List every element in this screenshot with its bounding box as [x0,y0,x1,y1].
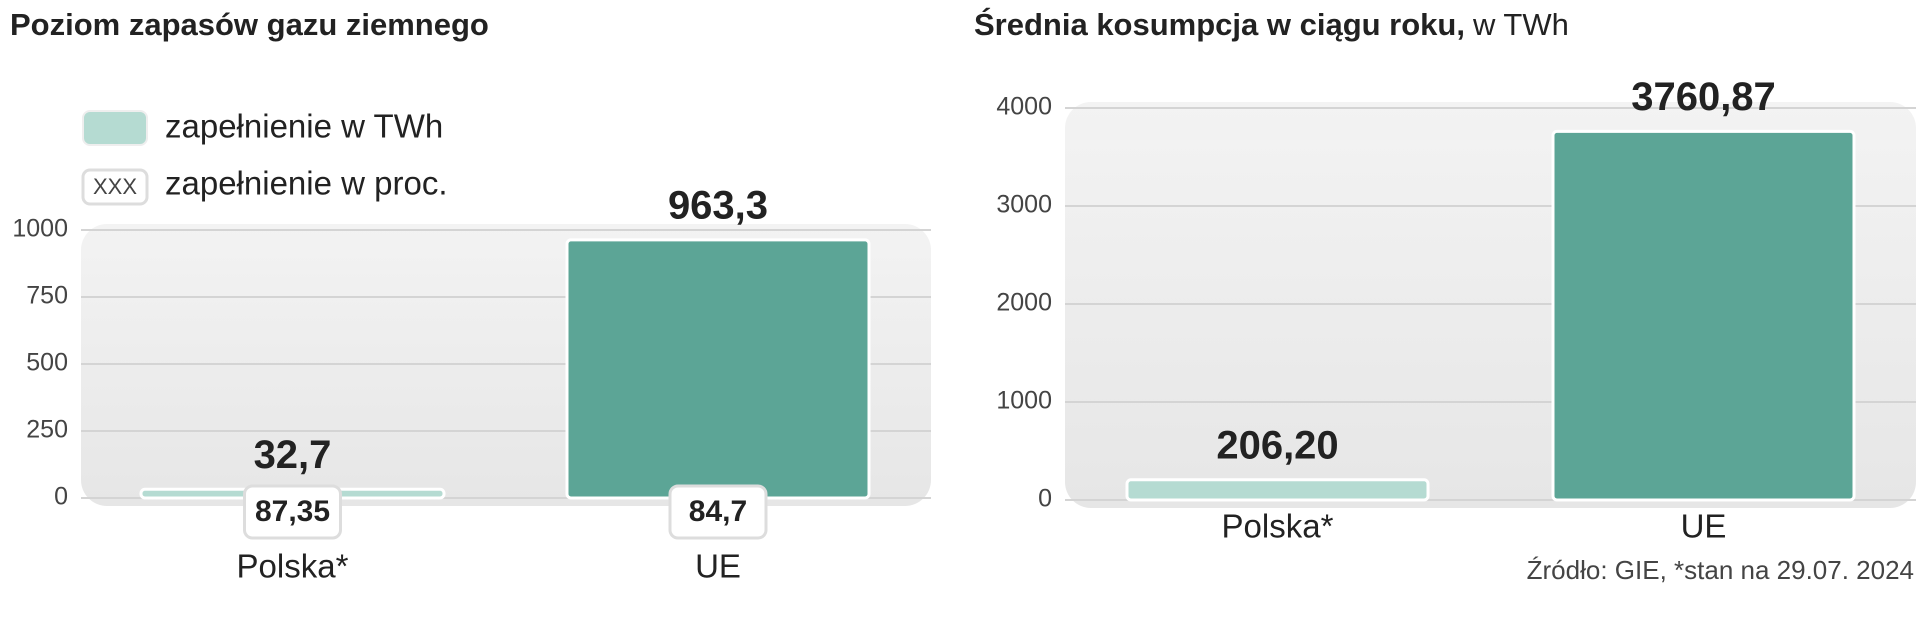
y-tick-label: 0 [1038,485,1052,513]
x-tick-label: Polska* [1222,508,1334,545]
percent-label: 87,35 [255,495,330,528]
legend-swatch [81,168,149,206]
legend-swatch [82,110,148,146]
y-tick-label: 0 [54,483,68,511]
percent-box [243,484,342,540]
y-tick-label: 4000 [996,93,1052,121]
legend-sample: XXX [93,174,137,199]
y-tick-label: 1000 [996,387,1052,415]
percent-label: 84,7 [689,495,747,528]
chart-title: Średnia kosumpcja w ciągu roku, w TWh [974,6,1569,42]
bar [1125,478,1430,502]
y-tick-label: 500 [26,349,68,377]
bar [565,238,871,500]
y-tick-label: 250 [26,416,68,444]
value-label: 3760,87 [1631,75,1776,119]
y-tick-label: 3000 [996,191,1052,219]
value-label: 206,20 [1216,423,1338,467]
source-note: Źródło: GIE, *stan na 29.07. 2024 [1527,555,1914,585]
x-tick-label: UE [1681,508,1727,545]
x-tick-label: UE [695,548,741,585]
chart-title: Poziom zapasów gazu ziemnego [10,7,489,42]
legend-label: zapełnienie w TWh [165,108,443,145]
title-main: Średnia kosumpcja w ciągu roku, [974,6,1465,42]
title-unit: w TWh [1472,7,1569,42]
value-label: 963,3 [668,183,768,227]
y-tick-label: 1000 [12,215,68,243]
value-label: 32,7 [254,433,332,477]
x-tick-label: Polska* [237,548,349,585]
y-tick-label: 2000 [996,289,1052,317]
legend-label: zapełnienie w proc. [165,165,448,202]
percent-box [668,484,768,540]
bar [1551,129,1856,502]
y-tick-label: 750 [26,282,68,310]
